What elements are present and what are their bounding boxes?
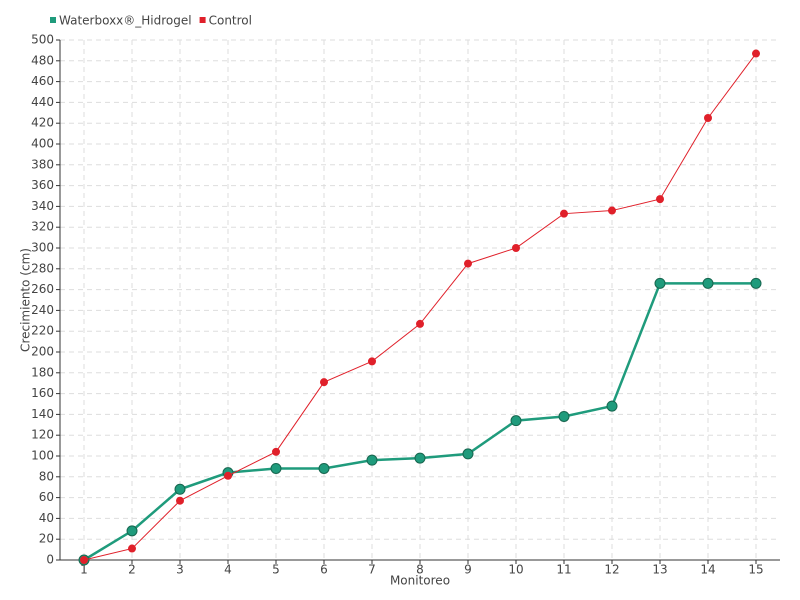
x-tick-label: 2 — [128, 563, 136, 577]
y-tick-label: 20 — [39, 532, 54, 546]
data-point — [750, 277, 762, 289]
y-tick-label: 120 — [31, 428, 54, 442]
x-tick-label: 9 — [464, 563, 472, 577]
x-tick-label: 13 — [652, 563, 667, 577]
y-tick-label: 460 — [31, 74, 54, 88]
x-tick-label: 7 — [368, 563, 376, 577]
x-tick-label: 6 — [320, 563, 328, 577]
x-tick-label: 4 — [224, 563, 232, 577]
y-tick-label: 240 — [31, 303, 54, 317]
data-point — [126, 525, 138, 537]
y-axis-label: Crecimiento (cm) — [19, 248, 33, 352]
y-tick-label: 320 — [31, 220, 54, 234]
data-point — [80, 556, 88, 564]
y-tick-label: 80 — [39, 469, 54, 483]
x-tick-label: 3 — [176, 563, 184, 577]
y-tick-label: 480 — [31, 53, 54, 67]
data-point — [272, 447, 280, 456]
data-point — [320, 378, 328, 387]
x-tick-label: 12 — [604, 563, 619, 577]
data-point — [368, 357, 376, 366]
data-point — [414, 452, 426, 464]
y-tick-label: 300 — [31, 241, 54, 255]
data-point — [702, 277, 714, 289]
data-point — [558, 410, 570, 422]
data-point — [606, 400, 618, 412]
y-tick-label: 140 — [31, 407, 54, 421]
data-point — [270, 462, 282, 474]
data-point — [654, 277, 666, 289]
x-tick-label: 14 — [700, 563, 715, 577]
y-tick-label: 260 — [31, 282, 54, 296]
y-tick-label: 500 — [31, 33, 54, 47]
y-tick-label: 60 — [39, 490, 54, 504]
y-tick-label: 380 — [31, 157, 54, 171]
x-axis-label: Monitoreo — [390, 574, 450, 588]
data-point — [608, 206, 616, 215]
data-point — [512, 244, 520, 252]
y-tick-label: 100 — [31, 449, 54, 463]
data-point — [128, 544, 136, 553]
y-tick-label: 440 — [31, 95, 54, 109]
y-tick-label: 340 — [31, 199, 54, 213]
x-tick-label: 8 — [416, 563, 424, 577]
y-tick-label: 160 — [31, 386, 54, 400]
y-tick-label: 220 — [31, 324, 54, 338]
data-point — [752, 49, 760, 58]
y-tick-label: 200 — [31, 345, 54, 359]
data-point — [176, 496, 184, 505]
x-tick-label: 15 — [748, 563, 763, 577]
x-tick-label: 11 — [556, 563, 571, 577]
data-point — [560, 209, 568, 218]
data-point — [174, 483, 186, 495]
data-point — [416, 319, 424, 328]
y-tick-label: 280 — [31, 261, 54, 275]
data-point — [464, 259, 472, 268]
y-tick-label: 420 — [31, 116, 54, 130]
legend-swatch — [199, 17, 206, 23]
data-point — [656, 195, 664, 204]
y-tick-label: 180 — [31, 365, 54, 379]
data-point — [704, 114, 712, 122]
y-tick-label: 40 — [39, 511, 54, 525]
x-tick-label: 1 — [80, 563, 88, 577]
data-point — [462, 448, 474, 460]
legend-swatch — [50, 17, 56, 23]
data-point — [318, 462, 330, 474]
y-tick-label: 400 — [31, 137, 54, 151]
y-tick-label: 0 — [46, 553, 54, 567]
legend-label: Control — [209, 14, 252, 28]
x-tick-label: 5 — [272, 563, 280, 577]
x-tick-label: 10 — [508, 563, 523, 577]
data-point — [510, 415, 522, 427]
data-point — [366, 454, 378, 466]
legend-label: Waterboxx®_Hidrogel — [59, 14, 192, 28]
y-tick-label: 360 — [31, 178, 54, 192]
data-point — [224, 471, 232, 480]
